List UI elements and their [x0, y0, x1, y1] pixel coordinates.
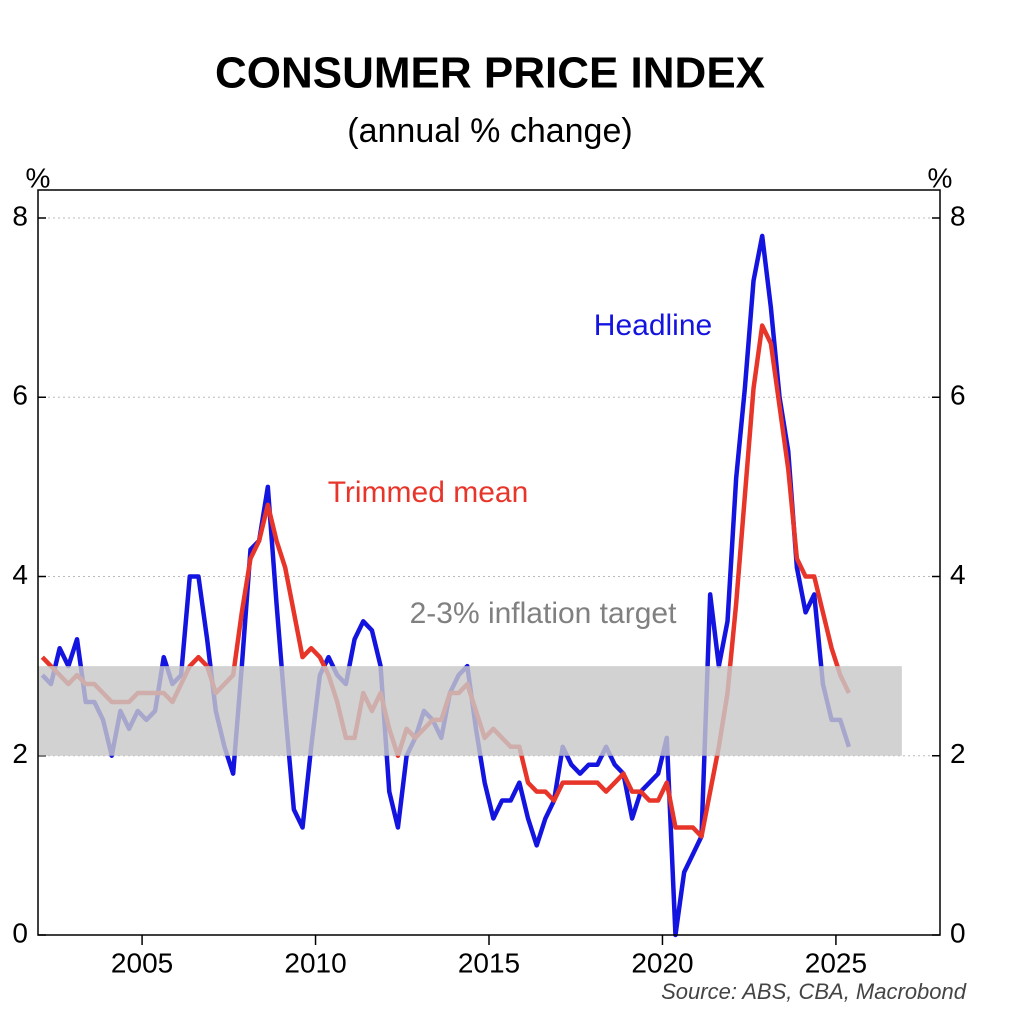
plot-frame [37, 189, 941, 936]
annotation: 2-3% inflation target [410, 597, 677, 630]
source: Source: ABS, CBA, Macrobond [661, 979, 967, 1004]
x-tick-label: 2025 [805, 947, 867, 978]
y-tick-label: 0 [12, 917, 28, 948]
y-tick-label: 2 [12, 738, 28, 769]
y-unit: % [26, 162, 51, 193]
y-tick-label: 8 [12, 200, 28, 231]
annotation: Trimmed mean [328, 476, 529, 509]
x-tick-label: 2005 [111, 947, 173, 978]
y2-unit: % [928, 162, 953, 193]
y2-tick-label: 4 [950, 559, 966, 590]
x-tick-label: 2020 [631, 947, 693, 978]
y-tick-label: 4 [12, 559, 28, 590]
y2-tick-label: 6 [950, 380, 966, 411]
series-line [40, 233, 852, 938]
y2-tick-label: 8 [950, 200, 966, 231]
y2-tick-label: 2 [950, 738, 966, 769]
x-tick-label: 2015 [458, 947, 520, 978]
y-tick-label: 6 [12, 380, 28, 411]
chart-subtitle: (annual % change) [347, 112, 632, 150]
x-tick-label: 2010 [284, 947, 346, 978]
y2-tick-label: 0 [950, 917, 966, 948]
chart-title: CONSUMER PRICE INDEX [215, 49, 765, 98]
target-band [38, 666, 902, 756]
annotation: Headline [594, 309, 712, 342]
